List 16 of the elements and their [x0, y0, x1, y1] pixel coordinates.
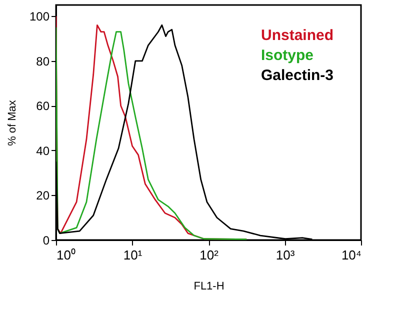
x-tick-label: 10⁴	[341, 248, 362, 262]
y-tick-label: 60	[36, 99, 50, 114]
text: Isotype	[261, 47, 314, 64]
y-tick-label: 0	[42, 234, 50, 248]
x-tick-label: 10¹	[123, 248, 143, 262]
x-axis-title: FL1-H	[194, 280, 224, 292]
y-tick-label: 80	[36, 54, 50, 68]
y-axis-title: % of Max	[6, 100, 18, 146]
text: Unstained	[261, 27, 334, 44]
x-tick-label: 10³	[276, 248, 296, 262]
x-tick-label: 10²	[200, 248, 220, 262]
x-tick-label: 10⁰	[56, 248, 76, 262]
y-tick-label: 20	[36, 188, 50, 203]
text: Galectin-3	[261, 67, 334, 84]
y-tick-label: 100	[29, 10, 50, 24]
y-tick-label: 40	[36, 144, 50, 158]
